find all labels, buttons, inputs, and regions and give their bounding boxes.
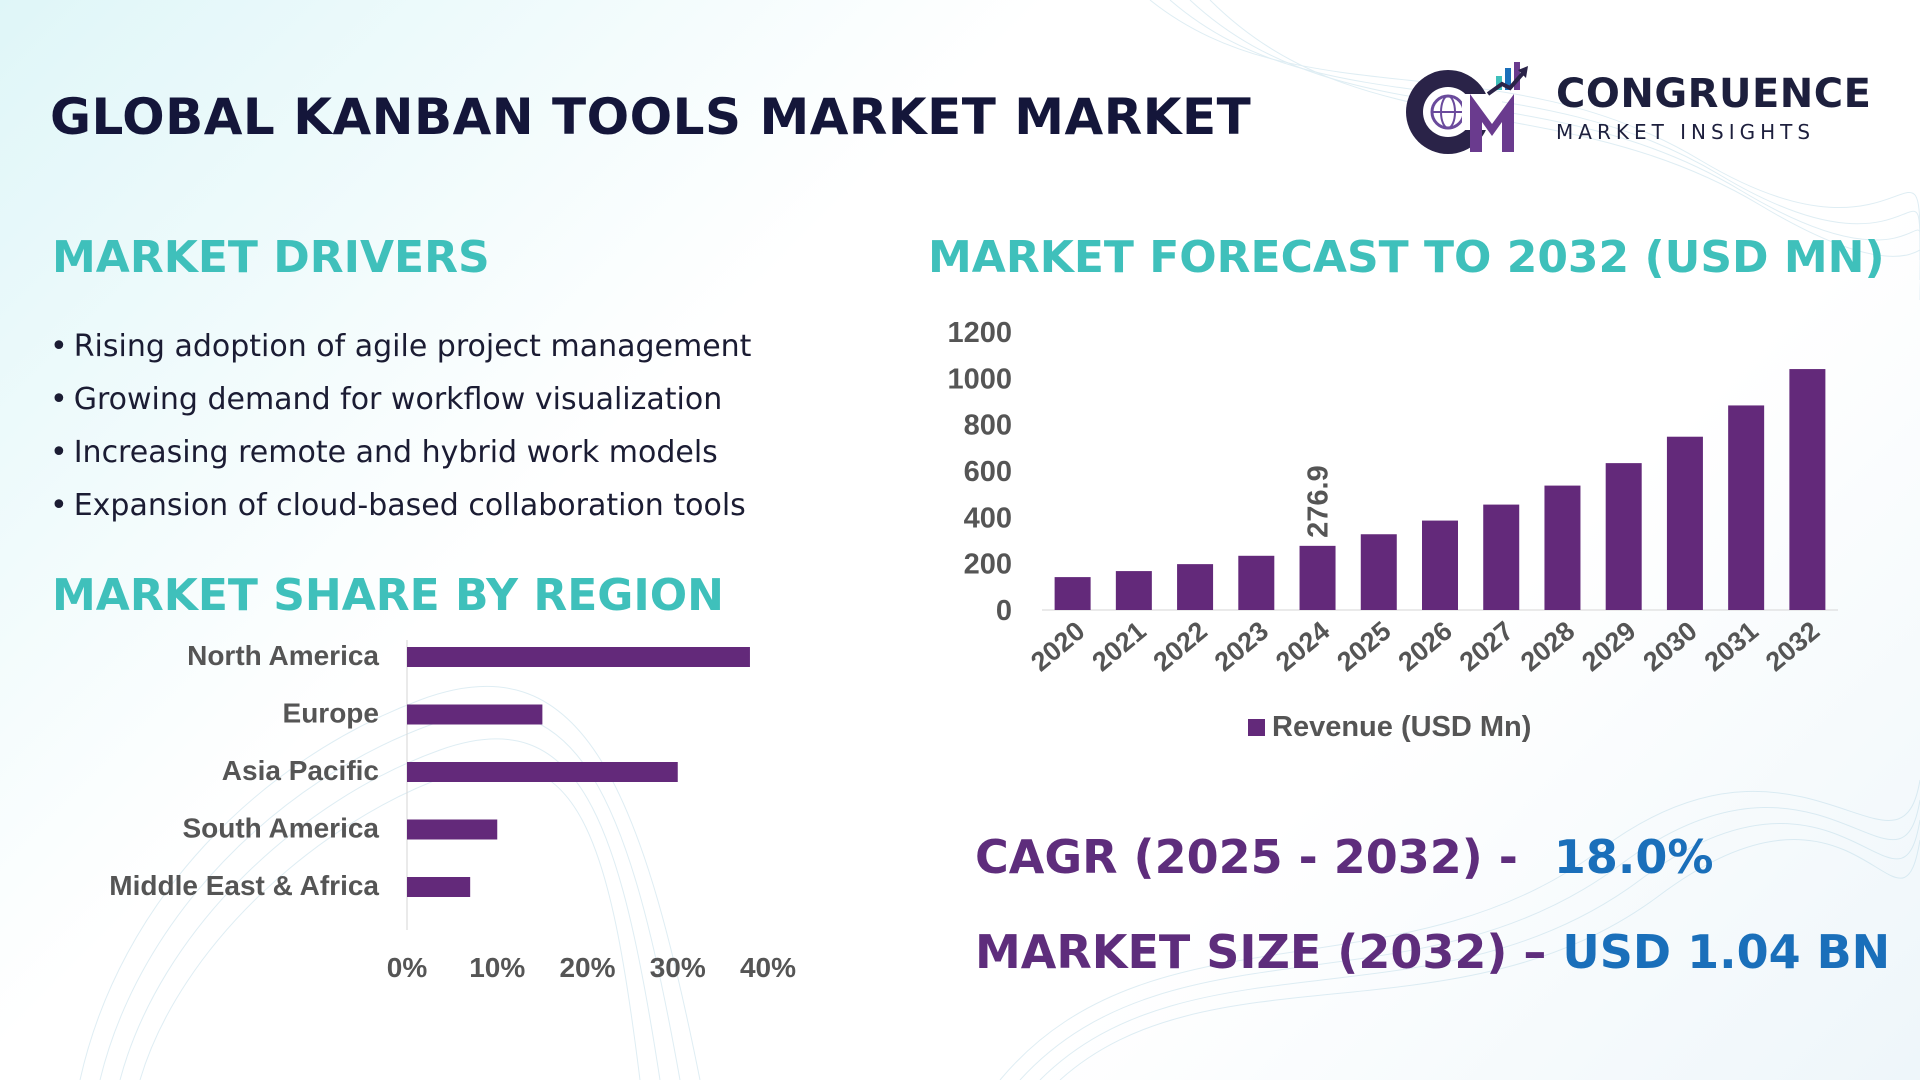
- forecast-x-tick: 2028: [1515, 616, 1580, 678]
- forecast-x-tick: 2032: [1760, 616, 1825, 678]
- forecast-bar: [1728, 405, 1765, 610]
- forecast-bar: [1115, 571, 1152, 610]
- forecast-chart: 0200400600800100012002020202120222023202…: [947, 317, 1838, 743]
- region-label: Asia Pacific: [222, 755, 379, 786]
- forecast-y-tick: 600: [964, 456, 1012, 488]
- region-bar: [407, 819, 498, 840]
- forecast-bar: [1544, 485, 1581, 610]
- market-size-label: MARKET SIZE (2032) –: [975, 925, 1547, 979]
- forecast-bar: [1177, 564, 1214, 610]
- driver-item: • Expansion of cloud-based collaboration …: [50, 488, 746, 523]
- drivers-title: MARKET DRIVERS: [52, 232, 490, 283]
- forecast-y-tick: 200: [964, 549, 1012, 581]
- forecast-y-tick: 1200: [947, 317, 1012, 349]
- page-title: GLOBAL KANBAN TOOLS MARKET MARKET: [50, 88, 1252, 146]
- region-bar: [407, 877, 471, 897]
- region-share-chart: North America Europe Asia Pacific South Ame…: [109, 640, 796, 983]
- forecast-y-tick: 800: [964, 410, 1012, 442]
- logo-icon: [1406, 62, 1528, 154]
- forecast-x-tick: 2030: [1637, 616, 1702, 678]
- legend-label: Revenue (USD Mn): [1272, 711, 1531, 743]
- forecast-x-tick: 2026: [1393, 616, 1458, 678]
- forecast-title: MARKET FORECAST TO 2032 (USD MN): [928, 232, 1885, 283]
- driver-item: • Growing demand for workflow visualizati…: [50, 382, 723, 417]
- forecast-x-tick: 2022: [1148, 616, 1213, 678]
- forecast-x-tick: 2023: [1209, 616, 1274, 678]
- forecast-bar: [1422, 520, 1458, 610]
- legend-swatch: [1248, 719, 1265, 736]
- driver-item: • Increasing remote and hybrid work model…: [50, 435, 718, 470]
- cagr-stat: CAGR (2025 - 2032) - 18.0%: [975, 830, 1714, 884]
- forecast-bar: [1483, 504, 1520, 610]
- forecast-bar: [1605, 463, 1642, 610]
- market-size-stat: MARKET SIZE (2032) – USD 1.04 BN: [975, 925, 1890, 979]
- cagr-value: 18.0%: [1553, 830, 1714, 884]
- drivers-list: • Rising adoption of agile project manage…: [50, 320, 751, 532]
- logo-subtitle: MARKET INSIGHTS: [1556, 120, 1816, 144]
- region-label: South America: [182, 813, 379, 844]
- forecast-x-tick: 2021: [1086, 616, 1151, 678]
- forecast-y-tick: 400: [964, 502, 1012, 534]
- forecast-x-tick: 2031: [1699, 616, 1764, 678]
- forecast-bar: [1238, 555, 1275, 610]
- forecast-bar: [1299, 545, 1336, 610]
- region-bar: [407, 647, 750, 667]
- forecast-bar: [1054, 577, 1091, 610]
- region-x-tick: 0%: [387, 952, 428, 983]
- region-x-tick: 20%: [559, 952, 615, 983]
- forecast-x-tick: 2027: [1454, 616, 1519, 678]
- region-label: Middle East & Africa: [109, 870, 379, 901]
- region-x-tick: 40%: [740, 952, 796, 983]
- forecast-y-tick: 1000: [947, 363, 1012, 395]
- forecast-y-tick: 0: [996, 595, 1012, 627]
- region-x-tick: 10%: [469, 952, 525, 983]
- region-bar: [407, 704, 543, 725]
- forecast-x-tick: 2029: [1576, 616, 1641, 678]
- driver-item: • Rising adoption of agile project manage…: [50, 329, 752, 364]
- forecast-bar: [1789, 369, 1826, 610]
- region-label: Europe: [283, 698, 379, 729]
- forecast-x-tick: 2024: [1270, 616, 1335, 678]
- forecast-x-tick: 2020: [1025, 616, 1090, 678]
- forecast-bar: [1666, 436, 1703, 610]
- cagr-label: CAGR (2025 - 2032) -: [975, 830, 1518, 884]
- region-x-tick: 30%: [650, 952, 706, 983]
- brand-logo: CM CONGRUENCE MARKET INSIGHTS: [1400, 54, 1872, 158]
- region-title: MARKET SHARE BY REGION: [52, 570, 724, 621]
- region-label: North America: [187, 640, 379, 671]
- forecast-bar: [1360, 534, 1397, 610]
- forecast-x-tick: 2025: [1331, 616, 1396, 678]
- forecast-data-label: 276.9: [1303, 465, 1335, 538]
- logo-name: CONGRUENCE: [1556, 71, 1872, 117]
- region-bar: [407, 762, 678, 782]
- market-size-value: USD 1.04 BN: [1562, 925, 1891, 979]
